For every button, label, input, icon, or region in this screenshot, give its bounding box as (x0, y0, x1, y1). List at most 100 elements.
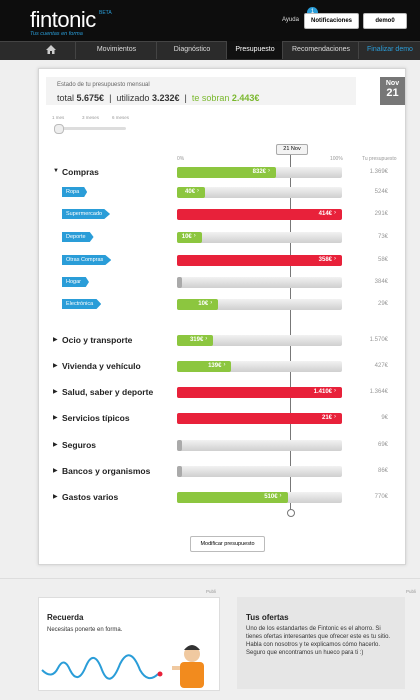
expand-arrow[interactable]: ▶ (53, 363, 58, 369)
slider-handle[interactable] (54, 124, 64, 134)
slider-label: 6 meses (112, 115, 130, 120)
ad-right-text: Uno de los estandartes de Fintonic es el… (246, 626, 391, 656)
modify-budget-button[interactable]: Modificar presupuesto (190, 536, 265, 552)
budget-value: 9€ (381, 415, 388, 421)
bar-fill (177, 209, 342, 220)
expand-arrow[interactable]: ▶ (53, 389, 58, 395)
bar-track (177, 187, 342, 198)
notification-badge: 1 (307, 7, 318, 18)
category-name[interactable]: Compras (62, 167, 99, 177)
ad-left-text: Necesitas ponerte en forma. (47, 627, 123, 633)
bar-track (177, 335, 342, 346)
bar-track (177, 277, 342, 288)
expand-arrow[interactable]: ▶ (53, 468, 58, 474)
notifications-button[interactable]: Notificaciones (304, 13, 359, 29)
ad-left-title: Recuerda (47, 613, 84, 622)
subcategory-tag[interactable]: Electrónica (62, 299, 102, 309)
subcategory-tag[interactable]: Deporte (62, 232, 94, 242)
slider-label: 3 meses (82, 115, 100, 120)
subcategory-tag[interactable]: Otras Compras (62, 255, 112, 265)
budget-value: 524€ (374, 189, 388, 195)
nav-item[interactable]: Presupuesto (226, 41, 283, 59)
category-name[interactable]: Ocio y transporte (62, 335, 133, 345)
bar-fill (177, 361, 232, 372)
bar-arrow: › (334, 388, 336, 394)
summary-label: Estado de tu presupuesto mensual (57, 82, 150, 88)
finish-demo[interactable]: Finalizar demo (358, 41, 420, 59)
expand-arrow[interactable]: ▼ (53, 168, 59, 174)
bar-track (177, 440, 342, 451)
bar-fill (177, 492, 288, 503)
nav-item[interactable]: Recomendaciones (282, 41, 359, 59)
budget-value: 1.369€ (369, 169, 388, 175)
bar-fill (177, 413, 342, 424)
budget-value: 69€ (377, 442, 388, 448)
today-line (290, 150, 291, 512)
bar-fill (177, 255, 342, 266)
bar-label: 10€ (198, 301, 209, 307)
subcategory-tag[interactable]: Ropa (62, 187, 88, 197)
category-name[interactable]: Bancos y organismos (62, 466, 151, 476)
category-name[interactable]: Salud, saber y deporte (62, 387, 154, 397)
bar-fill (177, 466, 182, 477)
left: 2.443€ (231, 93, 260, 103)
bar-label: 319€ (189, 337, 204, 343)
slider-label: 1 mes (52, 115, 65, 120)
home-icon[interactable] (45, 44, 57, 55)
bar-label: 510€ (264, 494, 278, 500)
budget-value: 29€ (377, 301, 388, 307)
bar-track (177, 299, 342, 310)
date-box: Nov 21 (380, 77, 405, 105)
today-handle (287, 509, 295, 517)
category-name[interactable]: Servicios típicos (62, 413, 130, 423)
budget-value: 86€ (377, 468, 388, 474)
nav-item[interactable]: Diagnóstico (156, 41, 227, 59)
logo: fintonic (30, 7, 96, 32)
bar-label: 832€ (252, 169, 266, 175)
bar-arrow: › (334, 256, 336, 262)
bar-arrow: › (210, 300, 213, 306)
bar-arrow: › (334, 210, 336, 216)
total-label: total (57, 93, 75, 103)
expand-arrow[interactable]: ▶ (53, 494, 58, 500)
subcategory-tag[interactable]: Supermercado (62, 209, 111, 219)
category-name[interactable]: Gastos varios (62, 492, 119, 502)
summary-line: total 5.675€ | utilizado 3.232€ | te sob… (57, 93, 260, 103)
bar-arrow: › (279, 493, 282, 499)
ad-label-left: Publi (206, 589, 217, 594)
bar-label: 10€ (181, 234, 192, 240)
bar-arrow: › (223, 362, 226, 368)
category-name[interactable]: Vivienda y vehículo (62, 361, 141, 371)
bar-arrow: › (193, 233, 196, 239)
bar-arrow: › (205, 336, 208, 342)
bar-track (177, 466, 342, 477)
expand-arrow[interactable]: ▶ (53, 415, 58, 421)
date-month: Nov (385, 80, 400, 87)
budget-value: 291€ (374, 211, 388, 217)
today-marker: 21 Nov (276, 144, 308, 155)
expand-arrow[interactable]: ▶ (53, 442, 58, 448)
category-name[interactable]: Seguros (62, 440, 97, 450)
budget-value: 1.364€ (369, 389, 388, 395)
nav-item[interactable]: Movimientos (75, 41, 157, 59)
help-link[interactable]: Ayuda (282, 17, 299, 23)
budget-value: 427€ (374, 363, 388, 369)
slider-track[interactable] (54, 127, 126, 130)
used-label: utilizado (116, 93, 150, 103)
date-day: 21 (386, 87, 399, 99)
summary-box (46, 77, 356, 105)
subcategory-tag[interactable]: Hogar (62, 277, 89, 287)
bar-fill (177, 299, 219, 310)
ad-box-right (237, 597, 405, 689)
user-button[interactable]: demo0 (363, 13, 407, 29)
divider (0, 578, 420, 579)
scale-min: 0% (177, 156, 185, 162)
bar-fill (177, 232, 202, 243)
budget-panel (38, 68, 406, 565)
bar-arrow: › (334, 414, 336, 420)
bar-track (177, 361, 342, 372)
beta: BETA (99, 10, 112, 16)
expand-arrow[interactable]: ▶ (53, 337, 58, 343)
bar-label: 21€ (321, 415, 332, 421)
